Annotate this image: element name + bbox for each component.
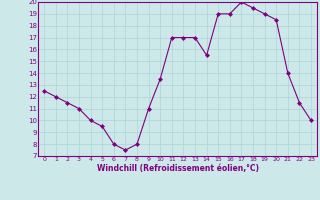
- X-axis label: Windchill (Refroidissement éolien,°C): Windchill (Refroidissement éolien,°C): [97, 164, 259, 173]
